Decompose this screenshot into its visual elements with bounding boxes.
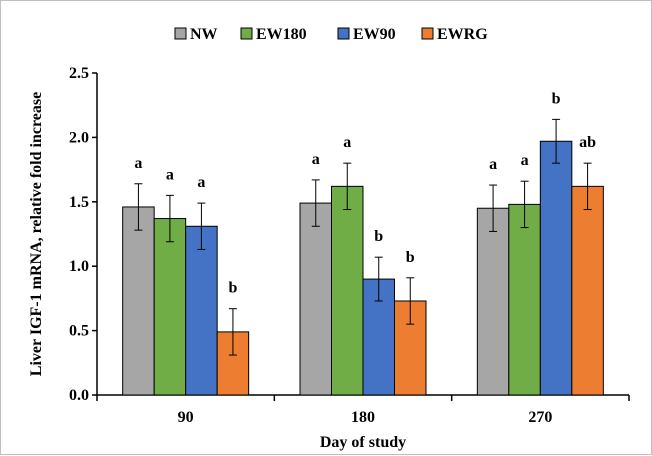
bar-nw	[299, 202, 332, 396]
legend-swatch-ew180	[240, 27, 253, 40]
legend-label-ew180: EW180	[256, 26, 307, 43]
x-axis-title: Day of study	[320, 434, 406, 451]
significance-label: b	[374, 228, 383, 245]
significance-label: ab	[579, 134, 596, 151]
legend-label-ewrg: EWRG	[437, 26, 488, 43]
significance-label: a	[343, 134, 351, 151]
significance-label: a	[197, 174, 205, 191]
significance-label: a	[166, 166, 174, 183]
x-tick-label: 90	[178, 409, 194, 426]
bar-ew180	[508, 203, 541, 396]
significance-label: a	[521, 152, 529, 169]
bar-ew90	[539, 140, 573, 396]
bar-ewrg	[571, 185, 604, 396]
x-tick-label: 180	[351, 409, 375, 426]
significance-label: b	[228, 280, 237, 297]
bar-nw	[122, 206, 155, 396]
y-tick-label: 1.0	[69, 258, 89, 275]
bar-ew180	[331, 185, 364, 396]
legend-label-ew90: EW90	[353, 26, 396, 43]
y-tick-label: 0.0	[69, 387, 89, 404]
y-tick-label: 2.0	[69, 129, 89, 146]
legend-label-nw: NW	[190, 26, 218, 43]
significance-label: a	[312, 151, 320, 168]
significance-label: a	[134, 155, 142, 172]
significance-label: b	[552, 90, 561, 107]
significance-label: b	[406, 249, 415, 266]
legend-swatch-nw	[174, 27, 187, 40]
bar-ew90	[185, 225, 218, 396]
y-tick-label: 2.5	[69, 65, 89, 82]
y-tick-label: 1.5	[69, 194, 89, 211]
legend-swatch-ew90	[337, 27, 350, 40]
bar-nw	[476, 207, 510, 396]
x-tick-label: 270	[528, 409, 552, 426]
legend-swatch-ewrg	[421, 27, 434, 40]
y-axis-title: Liver IGF-1 mRNA, relative fold increase	[28, 92, 45, 376]
bar-ew180	[153, 218, 187, 396]
y-tick-label: 0.5	[69, 323, 89, 340]
significance-label: a	[489, 156, 497, 173]
